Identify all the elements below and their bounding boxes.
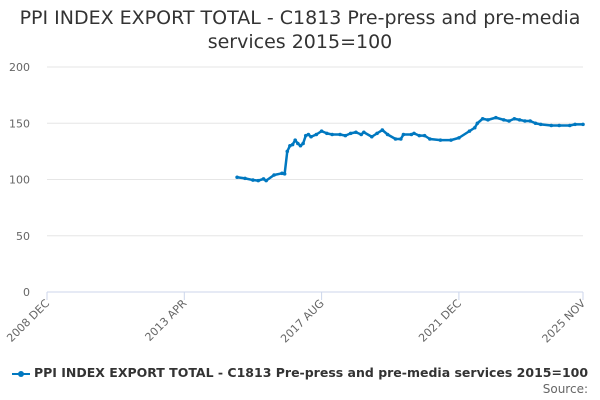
legend-item[interactable]: PPI INDEX EXPORT TOTAL - C1813 Pre-press… — [0, 365, 600, 380]
data-point — [581, 122, 585, 127]
data-point — [338, 132, 342, 137]
y-tick-label: 50 — [16, 230, 30, 243]
data-point — [306, 132, 311, 137]
data-point — [296, 141, 300, 146]
data-point — [472, 125, 477, 130]
data-point — [428, 137, 432, 141]
data-point — [319, 129, 324, 133]
data-point — [375, 131, 379, 136]
source-label: Source: — [542, 382, 588, 396]
data-point — [393, 137, 398, 141]
data-point — [385, 132, 390, 137]
data-point — [314, 132, 319, 137]
data-point — [507, 119, 511, 123]
x-tick-label: 2025 NOV — [540, 297, 589, 346]
data-point — [272, 173, 276, 177]
legend-line-marker-icon — [11, 370, 30, 377]
data-point — [290, 142, 295, 147]
data-point — [235, 175, 239, 180]
data-point — [486, 118, 490, 122]
data-point — [494, 115, 498, 120]
data-point — [533, 121, 538, 126]
data-point — [417, 133, 422, 138]
data-point — [380, 128, 385, 132]
y-tick-label: 150 — [9, 117, 30, 130]
x-tick-label: 2017 AUG — [278, 297, 327, 346]
data-point — [309, 134, 313, 139]
data-point — [285, 149, 290, 154]
data-point — [480, 116, 485, 121]
data-point — [512, 116, 517, 121]
data-point — [348, 131, 353, 136]
data-point — [449, 138, 453, 142]
data-point — [475, 121, 480, 126]
data-point — [401, 132, 406, 137]
data-point — [467, 129, 472, 133]
x-tick-label: 2008 DEC — [4, 297, 52, 345]
data-point — [369, 134, 374, 139]
data-point — [359, 132, 364, 137]
data-point — [261, 177, 266, 181]
data-point — [330, 132, 334, 137]
data-point — [251, 178, 255, 182]
y-tick-label: 0 — [23, 286, 30, 299]
data-point — [301, 141, 305, 146]
legend-label: PPI INDEX EXPORT TOTAL - C1813 Pre-press… — [33, 365, 589, 380]
x-tick-label: 2013 APR — [143, 297, 190, 344]
data-point — [256, 178, 261, 183]
data-point — [517, 118, 522, 122]
y-tick-label: 200 — [9, 61, 30, 74]
data-point — [573, 122, 577, 127]
data-point — [438, 138, 443, 142]
data-point — [523, 119, 527, 123]
data-point — [501, 118, 506, 122]
data-point — [243, 176, 247, 181]
series-line — [236, 116, 583, 182]
data-point — [457, 136, 461, 140]
data-point — [293, 138, 297, 142]
data-point — [549, 123, 554, 128]
data-point — [354, 130, 358, 135]
data-point — [399, 137, 403, 141]
data-point — [412, 131, 416, 136]
x-tick-label: 2021 DEC — [416, 297, 464, 345]
chart-title: PPI INDEX EXPORT TOTAL - C1813 Pre-press… — [19, 7, 581, 53]
data-point — [557, 123, 562, 128]
data-point — [362, 130, 366, 135]
data-point — [343, 133, 348, 138]
data-point — [298, 143, 303, 148]
data-point — [325, 131, 329, 136]
y-tick-label: 100 — [9, 174, 30, 187]
data-point — [538, 122, 543, 127]
data-point — [528, 119, 532, 123]
data-point — [264, 178, 268, 183]
data-point — [567, 123, 572, 128]
data-point — [422, 133, 427, 138]
data-point — [282, 172, 287, 176]
